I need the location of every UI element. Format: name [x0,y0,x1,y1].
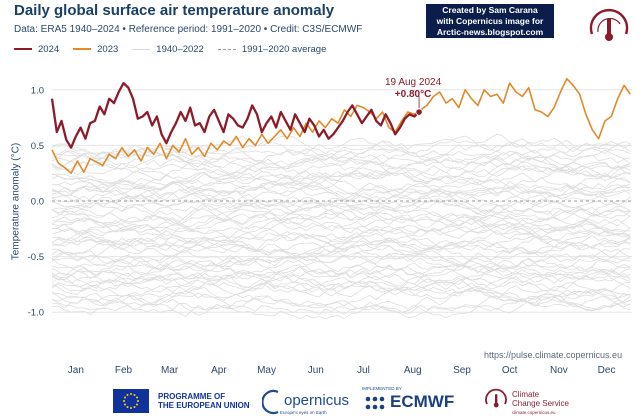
background-year-line [51,174,631,195]
ecmwf-logo-icon [365,396,385,410]
background-year-line [51,143,631,164]
background-year-line [51,268,631,295]
background-year-line [51,237,631,255]
x-tick-label-jun: Jun [308,365,324,376]
background-year-line [51,244,631,272]
series-line-2023 [51,77,632,174]
x-tick-label-mar: Mar [161,365,179,376]
x-tick-label-dec: Dec [598,365,616,376]
background-year-line [51,287,631,311]
background-year-line [51,226,631,252]
background-year-line [51,281,631,311]
background-year-line [51,159,631,184]
background-year-line [51,173,631,197]
background-year-line [51,269,631,297]
legend-item-2023: 2023 [73,44,118,55]
series-line-2024 [50,81,420,149]
x-tick-label-sep: Sep [453,365,471,376]
background-year-line [51,294,631,319]
x-tick-label-feb: Feb [115,365,133,376]
background-year-line [51,255,631,276]
eu-flag-icon [113,389,149,413]
background-year-line [51,226,631,246]
copernicus-tagline: Europe's eyes on Earth [280,410,327,415]
ccs-label: Climate Change Service [512,390,569,408]
y-tick-label: -0.5 [28,252,44,263]
legend-label-average: 1991–2020 average [241,43,327,55]
annotation-date: 19 Aug 2024 [385,77,442,88]
x-tick-label-oct: Oct [502,365,518,376]
source-url[interactable]: https://pulse.climate.copernicus.eu [484,350,623,360]
background-year-line [51,274,631,297]
background-year-line [51,171,631,193]
background-year-line [51,239,631,260]
credit-line-2: with Copernicus image for [436,16,544,26]
eu-programme-label: PROGRAMME OF THE EUROPEAN UNION [158,392,250,410]
ccs-line-1: Climate [512,390,540,399]
chart-title: Daily global surface air temperature ano… [14,2,335,19]
background-year-line [51,152,631,169]
eu-line-1: PROGRAMME OF [158,392,226,401]
background-year-line [51,287,631,313]
eu-line-2: THE EUROPEAN UNION [158,401,250,410]
background-year-line [51,198,631,225]
legend-item-2024: 2024 [14,44,59,55]
x-tick-label-jan: Jan [68,365,84,376]
legend-swatch-2023 [73,48,92,50]
chart-subtitle: Data: ERA5 1940–2024 • Reference period:… [14,24,363,35]
x-tick-label-nov: Nov [550,365,568,376]
ecmwf-label: ECMWF [390,392,455,411]
annotation-marker [415,108,423,116]
credit-line-1: Created by Sam Carana [442,5,538,15]
ecmwf-implemented-label: IMPLEMENTED BY [362,386,402,391]
legend-swatch-1940-2022 [132,48,151,50]
background-year-line [51,152,631,177]
credit-line-3: Arctic-news.blogspot.com [436,27,544,37]
chart-canvas: 1.0 0.5 0.0 -0.5 -1.0 19 Aug 2024+0.80°C Jan Fe… [28,77,632,376]
background-year-line [51,231,631,255]
y-tick-label: -1.0 [28,308,44,319]
credit-box: Created by Sam Carana with Copernicus im… [426,4,554,38]
legend-item-1940-2022: 1940–2022 [132,44,204,55]
legend-swatch-average [217,48,236,50]
legend-label-2024: 2024 [38,43,60,55]
background-year-line [51,264,631,289]
legend-label-1940-2022: 1940–2022 [156,43,204,55]
background-year-line [51,259,631,282]
background-year-line [51,200,631,226]
background-year-line [51,161,631,186]
background-year-line [51,194,631,221]
x-tick-label-apr: Apr [211,365,227,376]
background-year-line [51,204,631,236]
background-year-line [51,133,631,159]
legend-item-average: 1991–2020 average [217,43,327,55]
x-tick-label-jul: Jul [357,365,370,376]
ccs-url: climate.copernicus.eu [512,410,556,415]
legend-swatch-2024 [14,48,32,50]
background-year-line [51,206,631,228]
copernicus-label: opernicus [284,392,350,409]
background-year-line [51,163,631,183]
background-year-line [51,225,631,253]
y-tick-label: 0.0 [31,197,44,208]
background-year-line [51,189,631,219]
y-tick-label: 1.0 [31,85,44,96]
x-tick-label-aug: Aug [404,365,422,376]
x-tick-label-may: May [257,365,276,376]
climate-change-service-icon [485,388,507,408]
legend-label-2023: 2023 [97,43,119,55]
ccs-line-2: Change Service [512,399,569,408]
y-tick-label: 0.5 [31,141,44,152]
chart-legend: 2024 2023 1940–2022 1991–2020 average [14,43,340,55]
annotation-value: +0.80°C [395,89,432,100]
c3s-thermometer-icon [589,8,629,41]
background-year-line [51,135,631,165]
background-year-line [51,275,631,304]
copernicus-logo-icon [262,389,279,415]
